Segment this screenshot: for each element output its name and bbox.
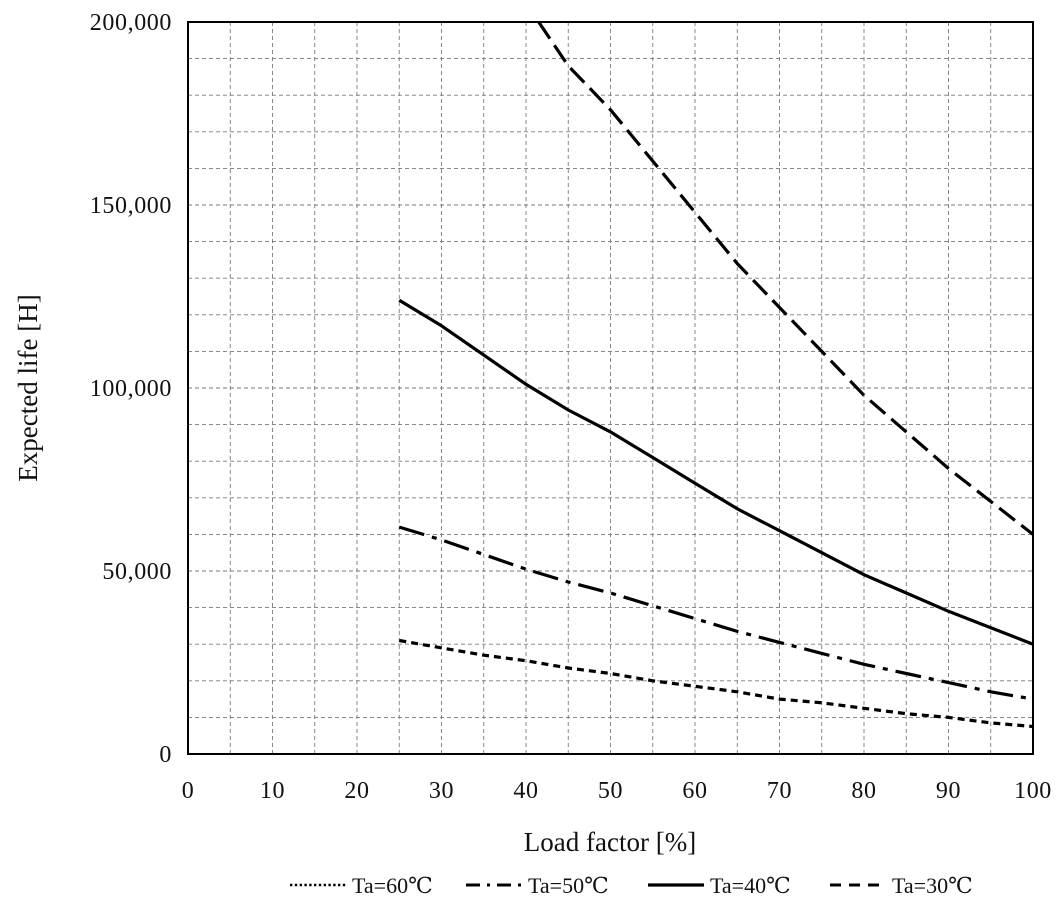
x-tick-label: 60 <box>682 778 707 804</box>
x-tick-label: 0 <box>182 778 195 804</box>
series-layer <box>398 21 1034 729</box>
plot-border <box>187 21 1034 755</box>
legend-item-ta-60: Ta=60℃ <box>290 873 433 898</box>
x-tick-label: 30 <box>429 778 454 804</box>
legend-label-ta-30: Ta=30℃ <box>892 873 973 898</box>
x-tick-label: 90 <box>936 778 961 804</box>
legend: Ta=60℃ Ta=50℃ Ta=40℃ Ta=30℃ <box>290 873 973 898</box>
x-tick-label: 100 <box>1014 778 1052 804</box>
x-tick-labels: 0 10 20 30 40 50 60 70 80 90 100 <box>182 778 1052 804</box>
legend-item-ta-30: Ta=30℃ <box>830 873 973 898</box>
y-tick-labels: 0 50,000 100,000 150,000 200,000 <box>90 10 172 768</box>
y-tick-label: 50,000 <box>102 559 172 585</box>
legend-item-ta-50: Ta=50℃ <box>466 873 609 898</box>
x-tick-label: 80 <box>851 778 876 804</box>
x-axis-title: Load factor [%] <box>524 827 696 857</box>
x-tick-label: 20 <box>344 778 369 804</box>
x-tick-label: 70 <box>767 778 792 804</box>
x-tick-label: 50 <box>598 778 623 804</box>
legend-label-ta-50: Ta=50℃ <box>528 873 609 898</box>
y-tick-label: 200,000 <box>90 10 172 36</box>
y-axis-title: Expected life [H] <box>13 294 43 481</box>
x-tick-label: 10 <box>260 778 285 804</box>
legend-label-ta-60: Ta=60℃ <box>352 873 433 898</box>
legend-item-ta-40: Ta=40℃ <box>648 873 791 898</box>
y-tick-label: 150,000 <box>90 193 172 219</box>
series-line-ta-40 <box>398 298 1034 646</box>
legend-label-ta-40: Ta=40℃ <box>710 873 791 898</box>
series-line-ta-60 <box>399 638 1034 729</box>
y-tick-label: 0 <box>159 742 172 768</box>
y-tick-label: 100,000 <box>90 376 172 402</box>
series-line-ta-50 <box>398 525 1034 701</box>
series-line-ta-30 <box>537 21 1034 536</box>
x-tick-label: 40 <box>513 778 538 804</box>
grid <box>188 22 1033 754</box>
